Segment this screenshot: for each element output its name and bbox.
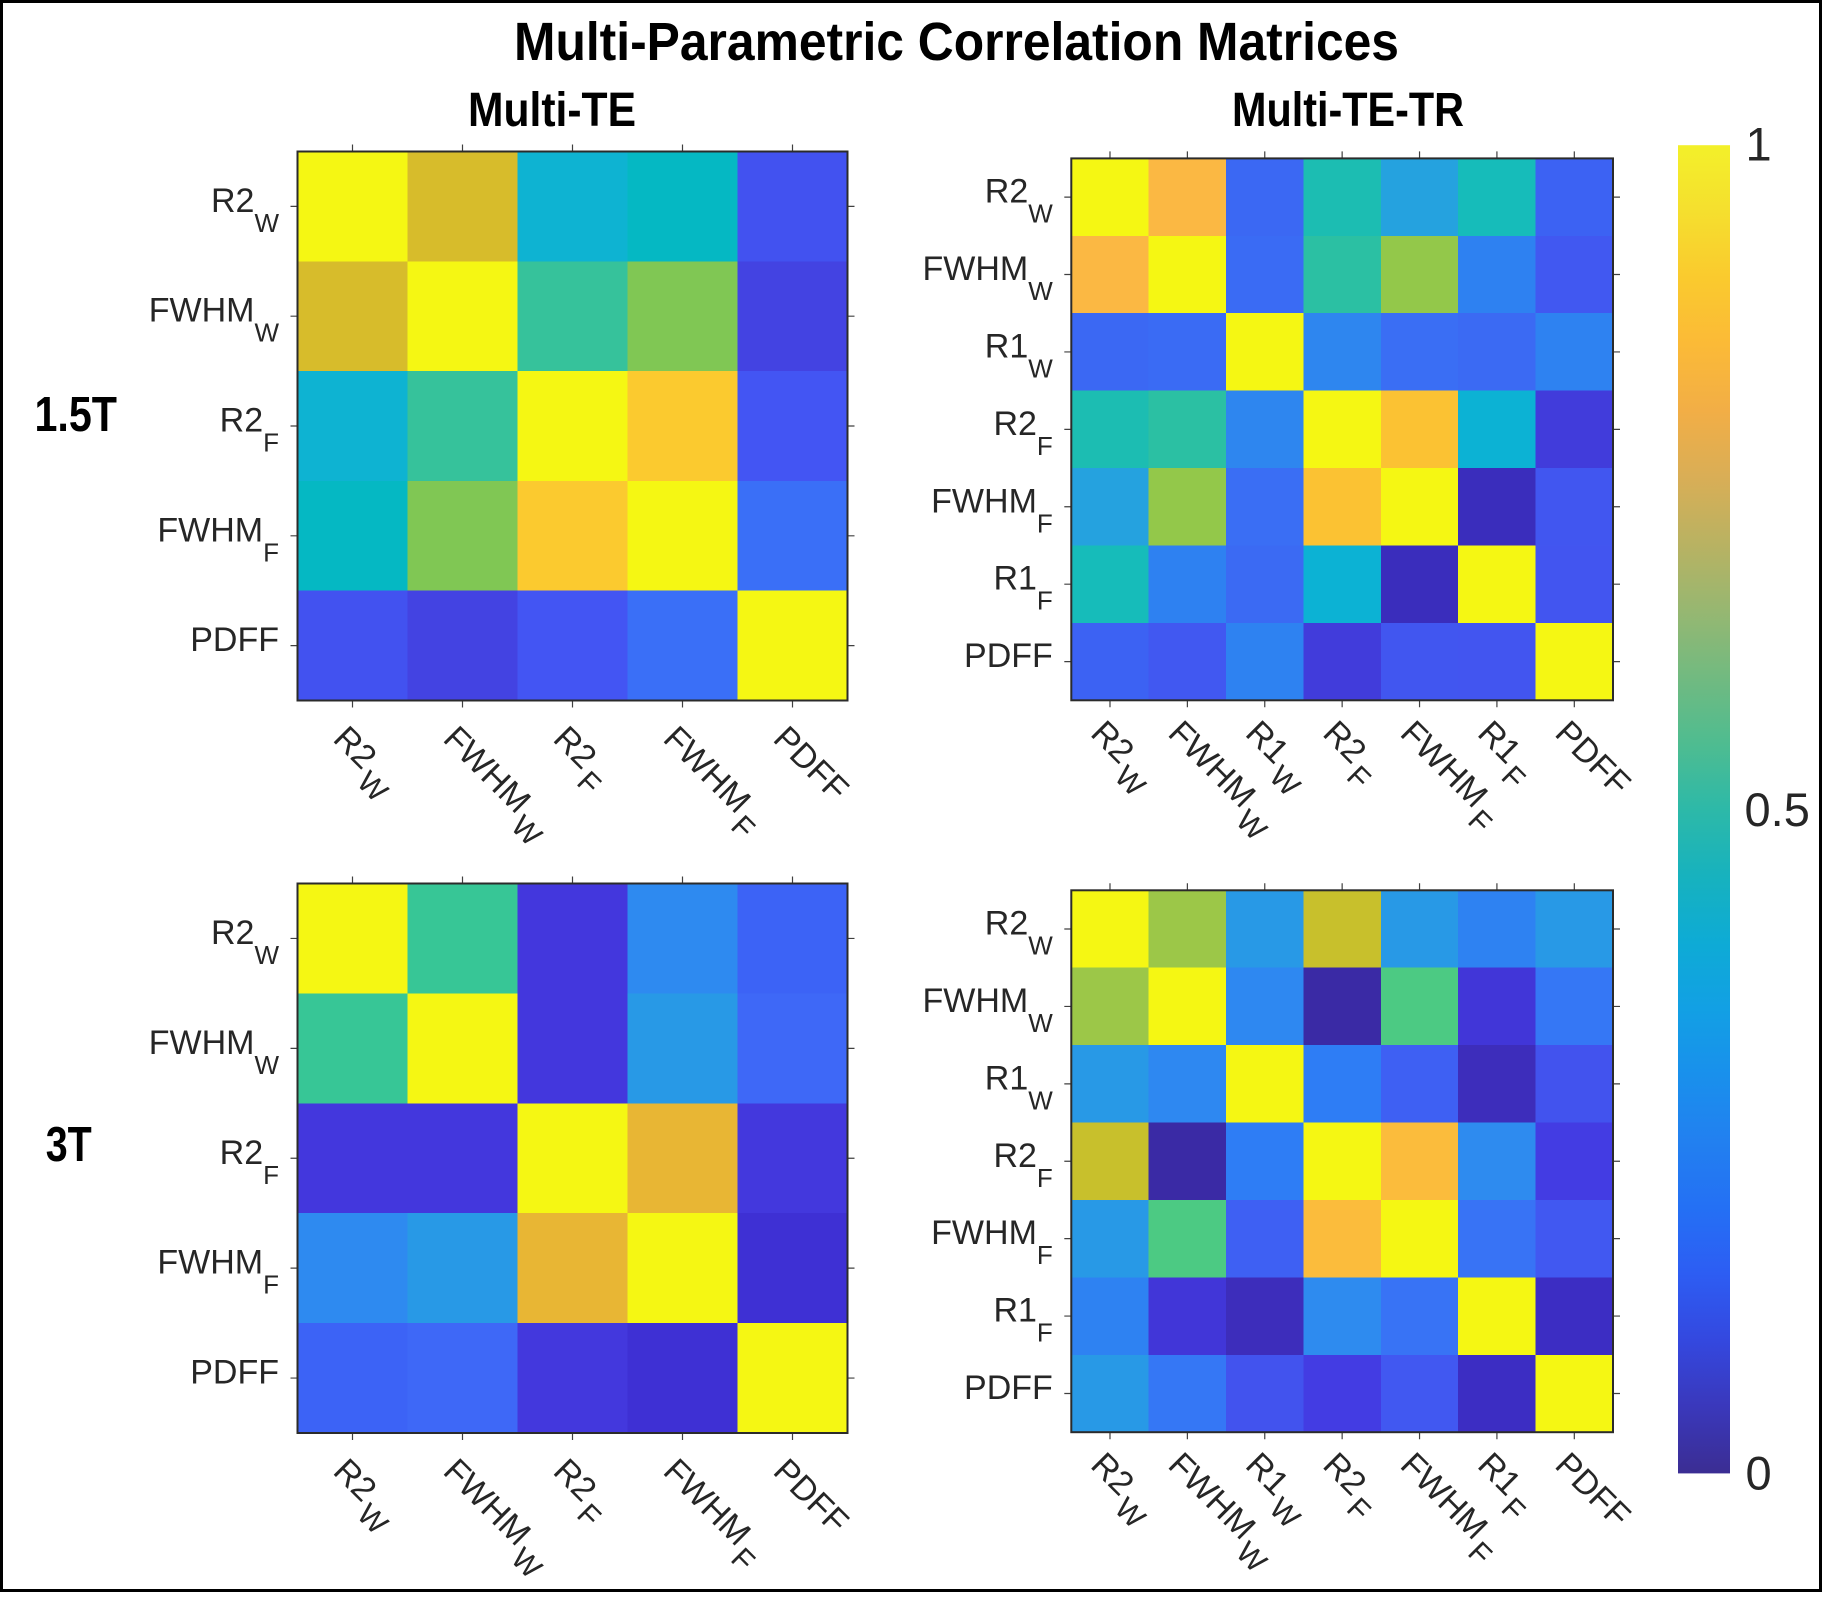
svg-text:FWHMF: FWHMF [931,1214,1053,1270]
svg-text:FWHMW: FWHMW [923,250,1054,306]
svg-text:3T: 3T [46,1118,92,1172]
svg-text:Multi-TE: Multi-TE [468,84,636,137]
svg-text:R2W: R2W [211,914,279,970]
svg-text:FWHMW: FWHMW [149,1024,280,1080]
svg-text:Multi-Parametric Correlation M: Multi-Parametric Correlation Matrices [514,12,1399,72]
svg-text:PDFF: PDFF [964,1369,1053,1407]
svg-text:R2F: R2F [993,1137,1052,1193]
svg-text:R2F: R2F [220,402,279,458]
svg-text:R2F: R2F [220,1134,279,1190]
svg-text:FWHMW: FWHMW [149,292,280,348]
svg-text:FWHMF: FWHMF [931,482,1053,538]
svg-text:Multi-TE-TR: Multi-TE-TR [1232,84,1464,137]
svg-text:PDFF: PDFF [190,1354,279,1392]
svg-text:FWHMW: FWHMW [923,982,1054,1038]
svg-text:R2F: R2F [993,405,1052,461]
svg-text:PDFF: PDFF [964,637,1053,675]
svg-text:R2W: R2W [985,905,1053,961]
svg-text:R1F: R1F [993,1292,1052,1348]
svg-text:R1F: R1F [993,560,1052,616]
svg-text:R1W: R1W [985,327,1053,383]
svg-text:0: 0 [1746,1447,1772,1500]
svg-text:1.5T: 1.5T [35,388,118,442]
svg-text:R2W: R2W [985,173,1053,229]
svg-text:FWHMF: FWHMF [157,511,279,567]
svg-text:R2W: R2W [211,182,279,238]
svg-text:FWHMF: FWHMF [157,1244,279,1300]
svg-text:1: 1 [1746,118,1772,171]
svg-text:PDFF: PDFF [190,621,279,659]
svg-text:R1W: R1W [985,1059,1053,1115]
svg-text:0.5: 0.5 [1745,783,1810,836]
